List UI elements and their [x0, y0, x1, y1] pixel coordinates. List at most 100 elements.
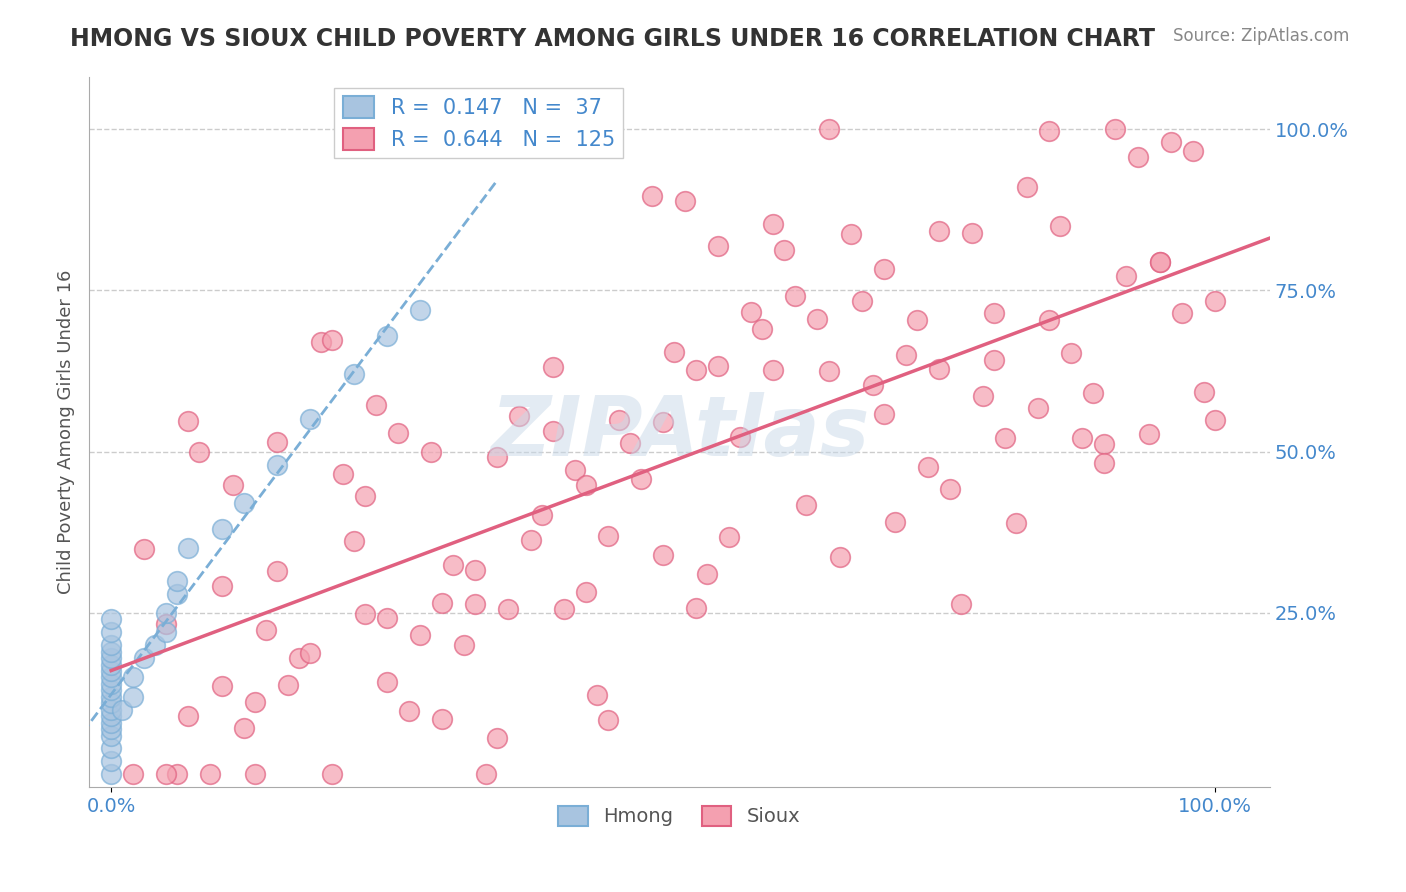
Point	[541, 425, 564, 439]
Point	[475, 767, 498, 781]
Y-axis label: Child Poverty Among Girls Under 16: Child Poverty Among Girls Under 16	[58, 270, 75, 594]
Point	[166, 767, 188, 781]
Point	[728, 430, 751, 444]
Point	[100, 612, 122, 626]
Point	[773, 244, 796, 258]
Point	[100, 638, 122, 652]
Point	[785, 288, 807, 302]
Point	[100, 696, 122, 710]
Point	[100, 657, 122, 672]
Point	[464, 598, 486, 612]
Point	[343, 368, 366, 382]
Point	[166, 586, 188, 600]
Point	[751, 322, 773, 336]
Point	[122, 671, 145, 685]
Point	[100, 741, 122, 756]
Point	[143, 638, 166, 652]
Point	[928, 224, 950, 238]
Point	[354, 607, 377, 621]
Point	[862, 378, 884, 392]
Point	[530, 508, 553, 522]
Point	[983, 352, 1005, 367]
Point	[1115, 269, 1137, 284]
Point	[354, 489, 377, 503]
Point	[630, 472, 652, 486]
Point	[1005, 516, 1028, 531]
Point	[441, 558, 464, 572]
Point	[343, 534, 366, 549]
Point	[1049, 219, 1071, 234]
Text: HMONG VS SIOUX CHILD POVERTY AMONG GIRLS UNDER 16 CORRELATION CHART: HMONG VS SIOUX CHILD POVERTY AMONG GIRLS…	[70, 27, 1156, 51]
Point	[155, 625, 177, 640]
Point	[949, 597, 972, 611]
Point	[508, 409, 530, 423]
Point	[100, 664, 122, 678]
Point	[375, 610, 398, 624]
Point	[266, 458, 288, 472]
Legend: Hmong, Sioux: Hmong, Sioux	[551, 798, 808, 834]
Point	[364, 398, 387, 412]
Point	[134, 542, 156, 557]
Point	[1104, 122, 1126, 136]
Point	[100, 625, 122, 640]
Point	[332, 467, 354, 481]
Point	[939, 482, 962, 496]
Point	[453, 638, 475, 652]
Point	[211, 679, 233, 693]
Point	[100, 690, 122, 704]
Point	[243, 767, 266, 781]
Point	[575, 585, 598, 599]
Point	[100, 709, 122, 723]
Point	[983, 306, 1005, 320]
Point	[1126, 151, 1149, 165]
Point	[375, 328, 398, 343]
Point	[486, 731, 509, 745]
Point	[652, 415, 675, 429]
Point	[873, 407, 896, 421]
Point	[817, 364, 839, 378]
Point	[321, 334, 343, 348]
Point	[432, 595, 454, 609]
Point	[596, 713, 619, 727]
Point	[796, 499, 818, 513]
Point	[905, 312, 928, 326]
Text: Source: ZipAtlas.com: Source: ZipAtlas.com	[1174, 27, 1350, 45]
Point	[596, 529, 619, 543]
Point	[740, 305, 762, 319]
Point	[266, 564, 288, 578]
Point	[211, 522, 233, 536]
Point	[122, 690, 145, 704]
Point	[309, 335, 332, 350]
Point	[817, 122, 839, 136]
Point	[839, 227, 862, 242]
Point	[585, 688, 607, 702]
Point	[232, 721, 254, 735]
Text: ZIPAtlas: ZIPAtlas	[489, 392, 869, 473]
Point	[100, 767, 122, 781]
Point	[685, 600, 707, 615]
Point	[122, 767, 145, 781]
Point	[464, 563, 486, 577]
Point	[972, 389, 994, 403]
Point	[100, 715, 122, 730]
Point	[1094, 437, 1116, 451]
Point	[718, 531, 741, 545]
Point	[387, 425, 409, 440]
Point	[917, 459, 939, 474]
Point	[928, 361, 950, 376]
Point	[409, 302, 432, 317]
Point	[321, 767, 343, 781]
Point	[1170, 306, 1192, 320]
Point	[994, 431, 1017, 445]
Point	[177, 708, 200, 723]
Point	[498, 602, 520, 616]
Point	[1038, 124, 1060, 138]
Point	[1137, 427, 1160, 442]
Point	[1083, 385, 1105, 400]
Point	[607, 413, 630, 427]
Point	[266, 434, 288, 449]
Point	[432, 712, 454, 726]
Point	[100, 755, 122, 769]
Point	[828, 550, 851, 565]
Point	[100, 651, 122, 665]
